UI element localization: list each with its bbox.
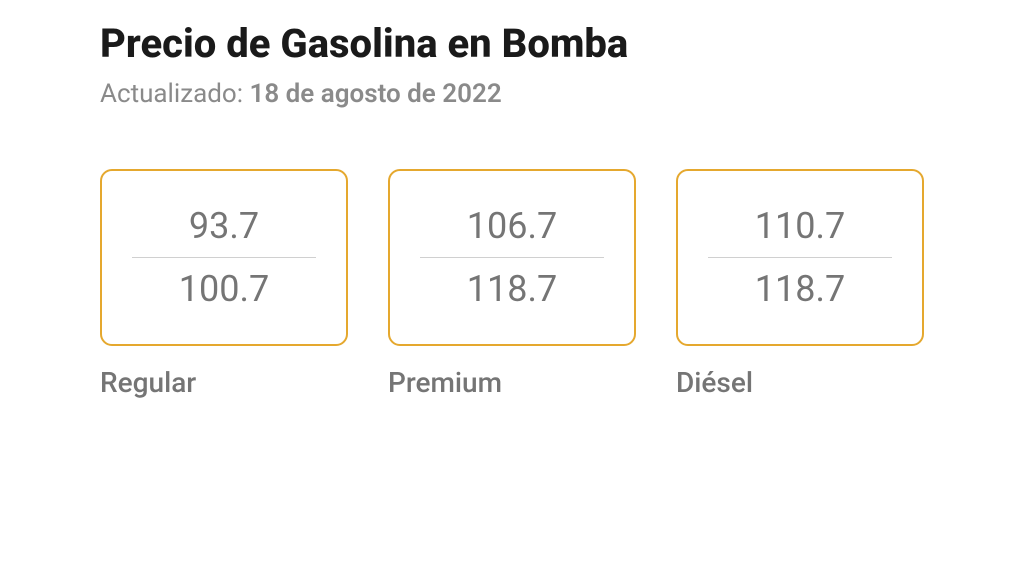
fuel-label: Regular <box>100 366 348 399</box>
updated-date: 18 de agosto de 2022 <box>249 79 501 109</box>
updated-prefix: Actualizado: <box>100 79 249 109</box>
price-low: 93.7 <box>132 195 316 258</box>
page-title: Precio de Gasolina en Bomba <box>100 20 924 67</box>
fuel-card-box: 106.7 118.7 <box>388 169 636 346</box>
fuel-card-regular: 93.7 100.7 Regular <box>100 169 348 399</box>
fuel-card-diesel: 110.7 118.7 Diésel <box>676 169 924 399</box>
updated-line: Actualizado: 18 de agosto de 2022 <box>100 79 924 109</box>
fuel-label: Diésel <box>676 366 924 399</box>
fuel-card-box: 93.7 100.7 <box>100 169 348 346</box>
price-high: 118.7 <box>708 258 892 320</box>
price-low: 110.7 <box>708 195 892 258</box>
fuel-label: Premium <box>388 366 636 399</box>
fuel-card-box: 110.7 118.7 <box>676 169 924 346</box>
price-high: 118.7 <box>420 258 604 320</box>
fuel-cards-row: 93.7 100.7 Regular 106.7 118.7 Premium 1… <box>100 169 924 399</box>
price-high: 100.7 <box>132 258 316 320</box>
fuel-card-premium: 106.7 118.7 Premium <box>388 169 636 399</box>
price-low: 106.7 <box>420 195 604 258</box>
